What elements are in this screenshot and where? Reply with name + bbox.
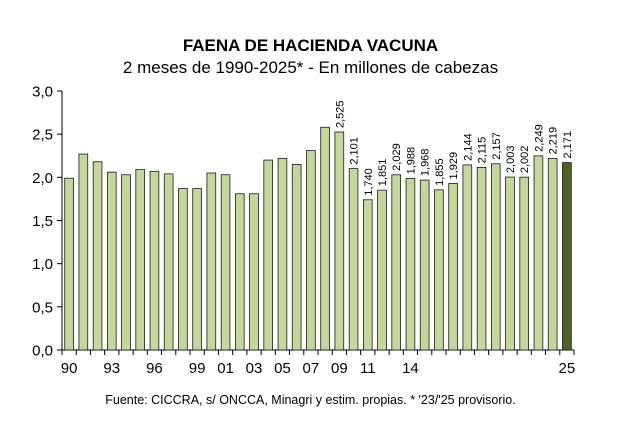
bar-1992 [92, 161, 103, 351]
bar-2025 [562, 162, 572, 351]
bar-2003 [249, 193, 259, 351]
bar-2013 [391, 174, 402, 351]
x-tick-label: 03 [246, 360, 263, 377]
data-label-2025: 2,171 [562, 131, 574, 159]
data-label-2017: 1,929 [448, 152, 460, 180]
bar-1996 [149, 170, 160, 351]
bar-2023 [533, 155, 544, 351]
bar-2024 [547, 158, 558, 351]
bar-1997 [163, 173, 174, 351]
bar-2009 [334, 131, 345, 351]
bar-2004 [263, 159, 274, 351]
data-label-2013: 2,029 [391, 143, 403, 171]
y-tick-label: 0,0 [32, 343, 53, 360]
data-label-2014: 1,988 [405, 147, 417, 175]
y-tick-label: 0,5 [32, 299, 53, 316]
bar-series [64, 126, 572, 351]
x-tick-label: 05 [274, 360, 291, 377]
bar-2016 [434, 189, 444, 351]
data-label-2018: 2,144 [462, 133, 474, 161]
chart-source-note: Fuente: CICCRA, s/ ONCCA, Minagri y esti… [105, 393, 516, 407]
bar-2010 [348, 168, 359, 351]
bar-2020 [490, 163, 501, 351]
x-tick-label: 96 [146, 360, 163, 377]
data-label-2010: 2,101 [349, 137, 361, 165]
bar-2007 [306, 150, 316, 351]
x-tick-label: 09 [331, 360, 348, 377]
y-tick-label: 3,0 [32, 84, 53, 101]
bar-2008 [320, 126, 330, 351]
bar-2012 [377, 189, 387, 351]
bar-2014 [405, 177, 416, 351]
data-label-2022: 2,002 [519, 146, 531, 174]
bar-2018 [462, 164, 473, 351]
data-label-2019: 2,115 [477, 137, 489, 164]
bar-1990 [64, 177, 74, 351]
bar-2021 [505, 176, 515, 351]
x-tick-label: 07 [303, 360, 320, 377]
chart-subtitle: 2 meses de 1990-2025* - En millones de c… [122, 58, 499, 77]
y-axis: 0,0 0,5 1,0 1,5 2,0 2,5 3,0 [32, 84, 63, 360]
x-tick-label: 14 [402, 360, 419, 377]
data-label-2023: 2,249 [533, 124, 545, 152]
bar-1993 [106, 171, 117, 351]
data-label-2011: 1,740 [363, 168, 375, 196]
x-axis: 90 93 96 99 01 03 05 07 09 11 14 25 [61, 349, 576, 377]
x-tick-label: 25 [559, 360, 576, 377]
data-label-2024: 2,219 [548, 127, 560, 155]
data-label-2021: 2,003 [505, 146, 517, 174]
bar-2017 [448, 183, 458, 351]
data-label-2015: 1,968 [420, 149, 432, 177]
data-label-2020: 2,157 [491, 132, 503, 160]
bar-1995 [135, 169, 146, 351]
bar-2006 [291, 163, 302, 351]
y-tick-label: 1,0 [32, 256, 53, 273]
chart-title: FAENA DE HACIENDA VACUNA [182, 36, 439, 55]
bar-1999 [192, 188, 202, 351]
bar-1991 [78, 153, 89, 351]
x-tick-label: 01 [217, 360, 234, 377]
y-tick-label: 2,5 [32, 127, 53, 144]
bar-2015 [419, 179, 430, 351]
bar-2005 [277, 157, 288, 351]
data-label-2016: 1,855 [434, 158, 446, 186]
bar-2001 [220, 174, 231, 351]
bar-2019 [476, 166, 487, 351]
data-label-2009: 2,525 [334, 100, 346, 128]
x-tick-label: 93 [103, 360, 120, 377]
bar-1994 [121, 174, 131, 351]
bar-2022 [519, 176, 530, 351]
y-tick-label: 2,0 [32, 170, 53, 187]
data-label-2012: 1,851 [377, 159, 389, 187]
bar-2011 [362, 199, 373, 351]
y-tick-label: 1,5 [32, 213, 53, 230]
bar-2002 [234, 193, 245, 351]
x-tick-label: 99 [189, 360, 206, 377]
bar-2000 [206, 172, 217, 351]
x-tick-label: 90 [61, 360, 78, 377]
x-tick-label: 11 [360, 360, 376, 377]
bar-1998 [178, 188, 188, 351]
